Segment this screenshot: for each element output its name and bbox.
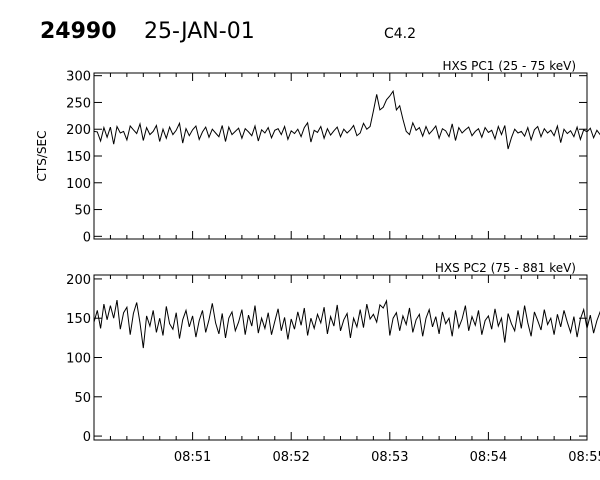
count-rate-line xyxy=(93,299,600,349)
y-tick-label: 100 xyxy=(66,352,91,367)
y-tick-label: 150 xyxy=(66,150,91,165)
event-id: 24990 xyxy=(40,19,117,44)
y-tick-label: 0 xyxy=(83,230,91,245)
flare-class: C4.2 xyxy=(384,26,416,42)
x-tick-label: 08:53 xyxy=(371,450,408,465)
panel-title: HXS PC2 (75 - 881 keV) xyxy=(435,261,576,275)
y-tick-label: 50 xyxy=(74,204,91,219)
event-date: 25-JAN-01 xyxy=(144,19,255,44)
y-tick-label: 100 xyxy=(66,177,91,192)
y-tick-label: 150 xyxy=(66,312,91,327)
x-tick-label: 08:54 xyxy=(470,450,507,465)
x-tick-label: 08:51 xyxy=(174,450,211,465)
panel-pc1: 0 50 100 150 200 250 300 HXS PC1 (25 - 75 keV) C… xyxy=(35,59,600,245)
plot-frame xyxy=(93,72,588,240)
x-tick-label: 08:55 xyxy=(568,450,600,465)
y-axis-label: CTS/SEC xyxy=(35,131,49,182)
y-tick-label: 0 xyxy=(83,430,91,445)
panel-pc2: 0 50 100 150 200 08:51 08:52 08:53 08:54 08:55 HXS… xyxy=(66,261,600,465)
count-rate-line xyxy=(93,89,600,150)
y-tick-label: 300 xyxy=(66,70,91,85)
y-tick-label: 200 xyxy=(66,273,91,288)
y-tick-label: 250 xyxy=(66,96,91,111)
y-tick-label: 200 xyxy=(66,123,91,138)
plot-frame xyxy=(93,274,588,441)
y-tick-label: 50 xyxy=(74,391,91,406)
panel-title: HXS PC1 (25 - 75 keV) xyxy=(442,59,576,73)
x-tick-label: 08:52 xyxy=(272,450,309,465)
